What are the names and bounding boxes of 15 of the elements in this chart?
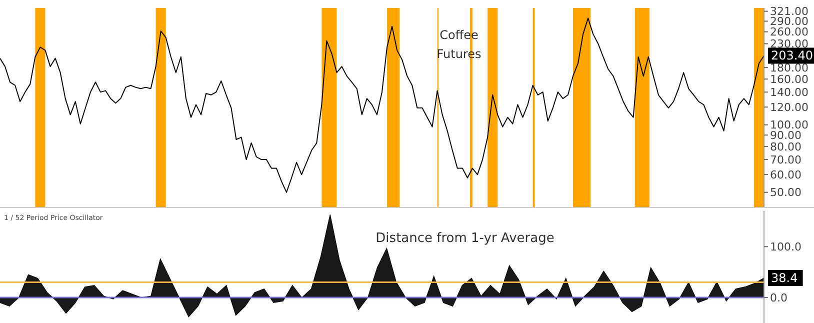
- y-tick-label: 50.00: [770, 186, 802, 200]
- y-tick-label: 160.00: [770, 72, 808, 86]
- y-tick-label: 140.00: [770, 86, 808, 99]
- data-label: 38.4: [771, 270, 798, 285]
- y-tick-label: 120.00: [770, 100, 808, 114]
- y-tick-label: 70.00: [770, 153, 802, 166]
- y-tick-label: 100.0: [770, 240, 802, 254]
- y-tick-label: 180.00: [770, 62, 808, 75]
- y-tick-label: 260.00: [770, 26, 808, 39]
- y-tick-label: 230.00: [770, 38, 808, 51]
- y-tick-label: 60.00: [770, 168, 802, 182]
- y-tick-label: 0.0: [770, 291, 788, 304]
- data-label: 203.40: [771, 48, 813, 63]
- text: Distance from 1-yr Average: [374, 231, 556, 246]
- y-tick-label: 80.00: [770, 140, 802, 154]
